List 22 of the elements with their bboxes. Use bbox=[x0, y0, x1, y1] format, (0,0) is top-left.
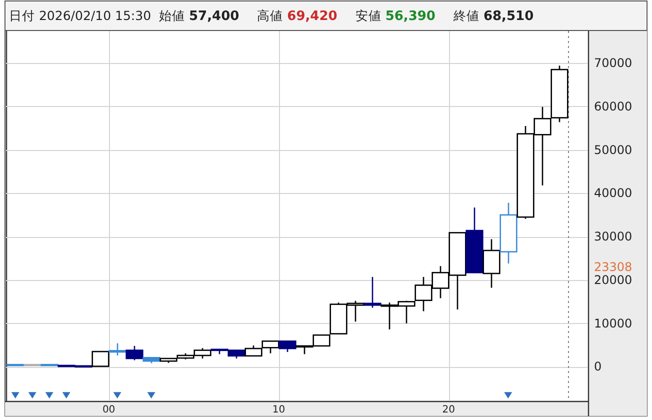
y-tick-label: 60000 bbox=[594, 99, 632, 114]
text: 23308 bbox=[594, 260, 632, 274]
candlestick bbox=[278, 340, 296, 353]
candlestick bbox=[126, 345, 144, 361]
y-tick-label: 50000 bbox=[594, 142, 632, 157]
y-tick-label: 40000 bbox=[594, 186, 632, 200]
text: 終値 68,510 bbox=[452, 8, 534, 24]
y-tick-label: 30000 bbox=[594, 230, 632, 244]
x-tick-label: 20 bbox=[442, 404, 456, 416]
chart-title: 日付 2026/02/10 15:30 bbox=[9, 8, 152, 23]
candlestick bbox=[92, 350, 110, 367]
x-tick-label: 00 bbox=[102, 404, 116, 416]
candlestick bbox=[364, 276, 382, 308]
y-tick-label: 10000 bbox=[594, 316, 632, 330]
text: 高値 69,420 bbox=[257, 8, 338, 24]
y-tick-label: 20000 bbox=[594, 272, 632, 287]
y-tick-label: 70000 bbox=[594, 56, 632, 70]
y-tick-label: 0 bbox=[594, 360, 602, 374]
text: 始値 57,400 bbox=[159, 8, 240, 24]
text: 安値 56,390 bbox=[355, 8, 436, 24]
x-tick-label: 10 bbox=[272, 404, 286, 416]
candlestick bbox=[108, 342, 126, 356]
